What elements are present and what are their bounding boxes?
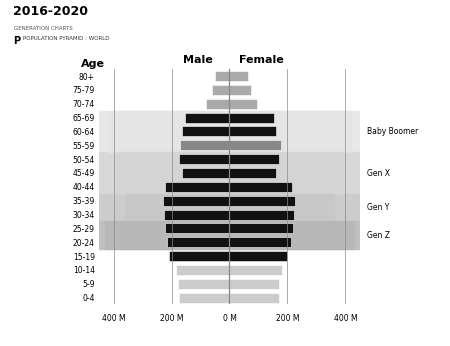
Bar <box>99 152 360 194</box>
Bar <box>230 210 294 219</box>
Bar <box>167 237 230 247</box>
Bar <box>99 111 360 152</box>
Bar <box>117 152 342 194</box>
Bar <box>180 140 230 150</box>
Bar <box>176 265 230 275</box>
Bar <box>230 85 251 95</box>
Text: 2016-2020: 2016-2020 <box>14 5 89 18</box>
Bar <box>230 127 276 136</box>
Text: Gen X: Gen X <box>367 169 390 177</box>
Bar <box>125 194 334 221</box>
Bar <box>108 111 351 152</box>
Bar <box>99 194 360 221</box>
Bar <box>230 293 279 302</box>
Bar <box>184 113 230 122</box>
Bar <box>212 85 230 95</box>
Bar <box>230 140 280 150</box>
Bar <box>165 182 230 192</box>
Bar <box>230 99 257 109</box>
Bar <box>179 293 230 302</box>
Bar <box>165 224 230 233</box>
Text: Male: Male <box>183 55 212 65</box>
Text: Age: Age <box>81 59 105 69</box>
Bar <box>178 279 230 289</box>
Bar <box>182 127 230 136</box>
Bar <box>230 71 248 81</box>
Bar <box>230 154 279 164</box>
Bar <box>182 168 230 178</box>
Text: P: P <box>14 36 21 46</box>
Bar <box>105 221 354 249</box>
Bar <box>230 251 288 261</box>
Bar <box>230 279 279 289</box>
Bar <box>99 221 360 249</box>
Bar <box>164 210 230 219</box>
Bar <box>230 168 276 178</box>
Bar <box>169 251 230 261</box>
Text: Gen Z: Gen Z <box>367 231 390 240</box>
Bar <box>215 71 230 81</box>
Bar <box>230 196 295 206</box>
Bar <box>230 224 292 233</box>
Text: GENERATION CHARTS: GENERATION CHARTS <box>14 26 72 31</box>
Bar <box>230 182 292 192</box>
Text: Female: Female <box>239 55 284 65</box>
Bar <box>163 196 230 206</box>
Text: Baby Boomer: Baby Boomer <box>367 127 418 136</box>
Text: POPULATION PYRAMID : WORLD: POPULATION PYRAMID : WORLD <box>23 36 110 41</box>
Bar <box>230 237 291 247</box>
Bar <box>230 265 282 275</box>
Text: Gen Y: Gen Y <box>367 203 389 212</box>
Bar <box>230 113 274 122</box>
Bar <box>179 154 230 164</box>
Bar <box>206 99 230 109</box>
